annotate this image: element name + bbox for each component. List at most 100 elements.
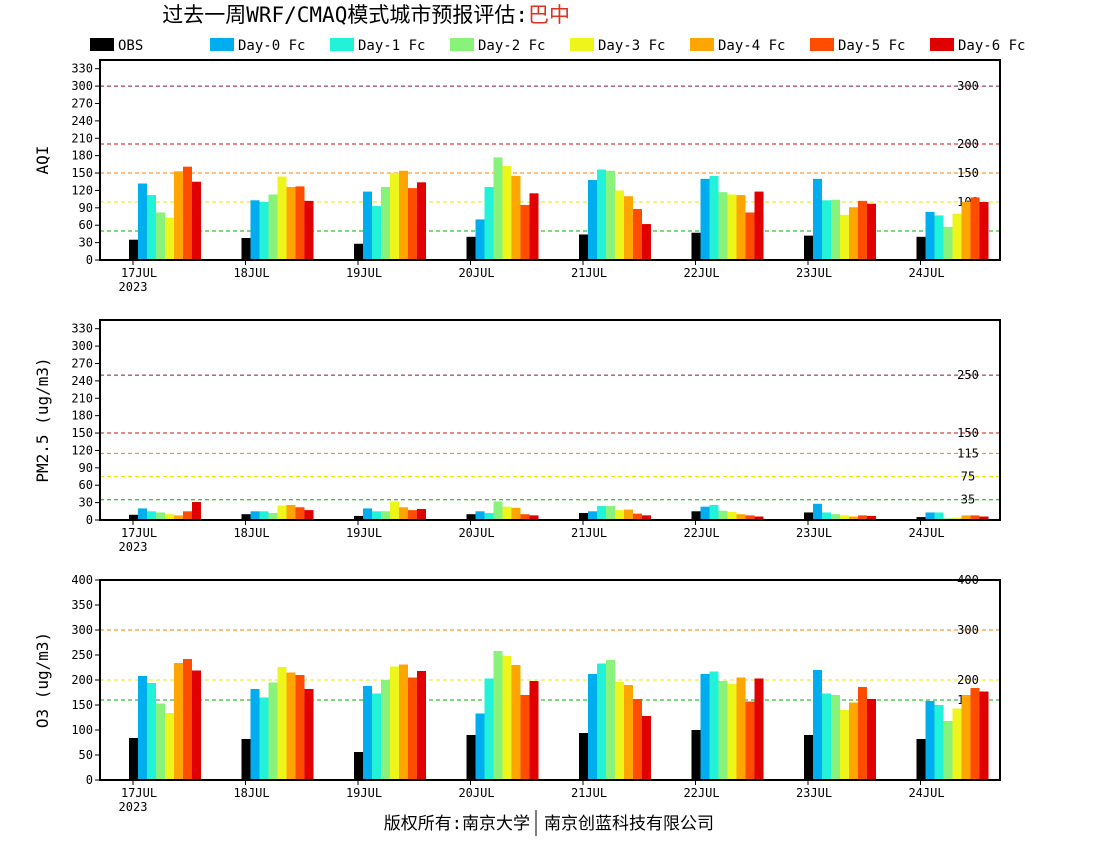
chart-bar: [493, 501, 503, 520]
chart-bar: [138, 676, 147, 780]
y-tick-label: 150: [71, 698, 93, 712]
chart-bar: [475, 219, 485, 260]
chart-bar: [268, 513, 278, 520]
chart-bar: [606, 170, 615, 260]
chart-bar: [867, 515, 876, 520]
chart-bar: [417, 182, 426, 260]
chart-bar: [858, 200, 867, 260]
chart-bar: [736, 514, 746, 520]
y-tick-label: 330: [71, 62, 93, 76]
chart-bar: [633, 208, 642, 260]
x-tick-label: 21JUL: [571, 786, 607, 800]
chart-panels: 3002001501005003060901201501802102402703…: [33, 59, 1001, 814]
chart-bar: [354, 243, 363, 260]
x-tick-label: 23JUL: [796, 266, 832, 280]
chart-bar: [241, 739, 251, 780]
chart-bar: [745, 212, 755, 260]
chart-bar: [615, 190, 624, 260]
chart-bar: [700, 506, 710, 520]
chart-bar: [250, 200, 260, 260]
chart-bar: [700, 178, 710, 260]
chart-bar: [138, 508, 147, 520]
y-tick-label: 150: [71, 166, 93, 180]
chart-bar: [475, 713, 485, 780]
legend-item: Day-1 Fc: [330, 38, 425, 54]
y-tick-label: 270: [71, 96, 93, 110]
chart-bar: [813, 503, 822, 520]
chart-bar: [295, 507, 305, 520]
y-tick-label: 300: [71, 623, 93, 637]
chart-bar: [381, 680, 390, 780]
threshold-label: 300: [957, 79, 979, 93]
chart-bar: [597, 169, 606, 260]
chart-bar: [579, 234, 588, 260]
x-tick-label: 17JUL: [121, 786, 157, 800]
y-tick-label: 120: [71, 443, 93, 457]
legend-label: Day-1 Fc: [358, 38, 425, 54]
chart-bar: [304, 689, 314, 780]
y-tick-label: 210: [71, 391, 93, 405]
y-tick-label: 180: [71, 149, 93, 163]
legend-label: Day-0 Fc: [238, 38, 305, 54]
y-tick-label: 210: [71, 131, 93, 145]
chart-bar: [390, 501, 399, 520]
legend-label: Day-3 Fc: [598, 38, 665, 54]
chart-bar: [363, 508, 372, 520]
chart-bar: [588, 674, 597, 780]
x-tick-label: 24JUL: [908, 786, 944, 800]
legend-item: Day-4 Fc: [690, 38, 785, 54]
chart-bar: [709, 175, 719, 260]
y-tick-label: 330: [71, 322, 93, 336]
chart-bar: [304, 510, 314, 520]
chart-bar: [192, 502, 201, 520]
chart-bar: [390, 666, 399, 780]
y-tick-label: 30: [79, 236, 93, 250]
legend-swatch: [930, 38, 954, 51]
chart-bar: [129, 514, 138, 520]
chart-bar: [286, 504, 296, 520]
chart-bar: [286, 672, 296, 780]
chart-bar: [745, 701, 755, 780]
chart-bar: [268, 194, 278, 260]
chart-bar: [597, 506, 606, 520]
chart-bar: [484, 513, 494, 520]
y-tick-label: 150: [71, 426, 93, 440]
chart-bar: [511, 507, 521, 520]
threshold-label: 150: [957, 166, 979, 180]
chart-bar: [372, 206, 381, 260]
legend-swatch: [210, 38, 234, 51]
chart-bar: [736, 677, 746, 780]
x-tick-label: 20JUL: [458, 786, 494, 800]
chart-bar: [718, 681, 728, 780]
chart-bar: [399, 507, 408, 520]
x-tick-label: 22JUL: [683, 786, 719, 800]
chart-bar: [372, 511, 381, 520]
x-tick-label: 19JUL: [346, 786, 382, 800]
chart-bar: [754, 678, 764, 780]
plot-frame: [99, 319, 1001, 521]
legend-label: OBS: [118, 38, 143, 54]
chart-bar: [934, 705, 944, 780]
chart-bar: [466, 735, 476, 780]
y-tick-label: 90: [79, 461, 93, 475]
legend-label: Day-4 Fc: [718, 38, 785, 54]
chart-bar: [399, 664, 408, 780]
chart-bar: [511, 665, 521, 780]
y-tick-label: 0: [86, 513, 93, 527]
x-tick-label: 23JUL: [796, 526, 832, 540]
chart-bar: [466, 236, 476, 260]
x-tick-label: 17JUL: [121, 266, 157, 280]
chart-bar: [511, 175, 521, 260]
chart-bar: [493, 157, 503, 260]
chart-bar: [502, 166, 512, 260]
x-tick-label: 19JUL: [346, 526, 382, 540]
legend-label: Day-5 Fc: [838, 38, 905, 54]
chart-bar: [979, 516, 989, 520]
chart-bar: [484, 678, 494, 780]
chart-bar: [934, 215, 944, 260]
chart-bar: [813, 670, 822, 780]
x-tick-label: 21JUL: [571, 266, 607, 280]
chart-bar: [520, 695, 530, 780]
chart-bar: [691, 730, 701, 780]
chart-bar: [381, 186, 390, 260]
